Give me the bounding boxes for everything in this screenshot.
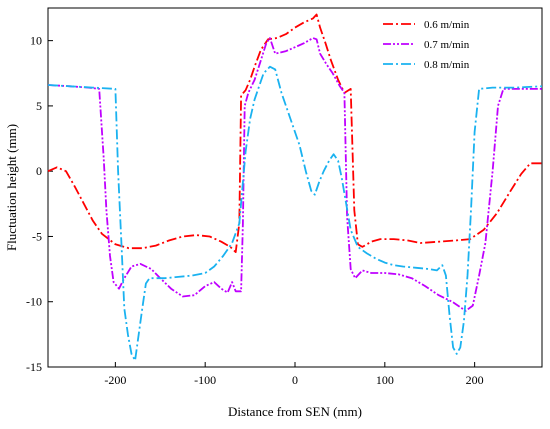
y-tick-label: 10 [30, 34, 42, 48]
y-tick-label: -15 [26, 360, 42, 374]
legend-label-2: 0.8 m/min [424, 59, 470, 71]
y-axis-title: Fluctuation height (mm) [4, 124, 19, 251]
series-line-2 [47, 65, 543, 362]
x-tick-label: 0 [292, 373, 298, 387]
x-tick-label: 100 [376, 373, 394, 387]
x-tick-label: -200 [104, 373, 126, 387]
legend-label-1: 0.7 m/min [424, 39, 470, 51]
y-tick-label: 5 [36, 99, 42, 113]
y-tick-label: -5 [32, 229, 42, 243]
series-lines [47, 13, 543, 362]
x-axis-title: Distance from SEN (mm) [228, 404, 362, 419]
y-tick-label: -10 [26, 295, 42, 309]
axis-ticks: -200 -100 0 100 200 -15 -10 -5 0 5 10 [26, 34, 484, 387]
legend: 0.6 m/min 0.7 m/min 0.8 m/min [383, 19, 470, 71]
x-tick-label: -100 [194, 373, 216, 387]
series-line-0 [47, 13, 542, 253]
series-line-1 [47, 37, 542, 312]
y-tick-label: 0 [36, 164, 42, 178]
legend-label-0: 0.6 m/min [424, 19, 470, 31]
x-tick-label: 200 [466, 373, 484, 387]
